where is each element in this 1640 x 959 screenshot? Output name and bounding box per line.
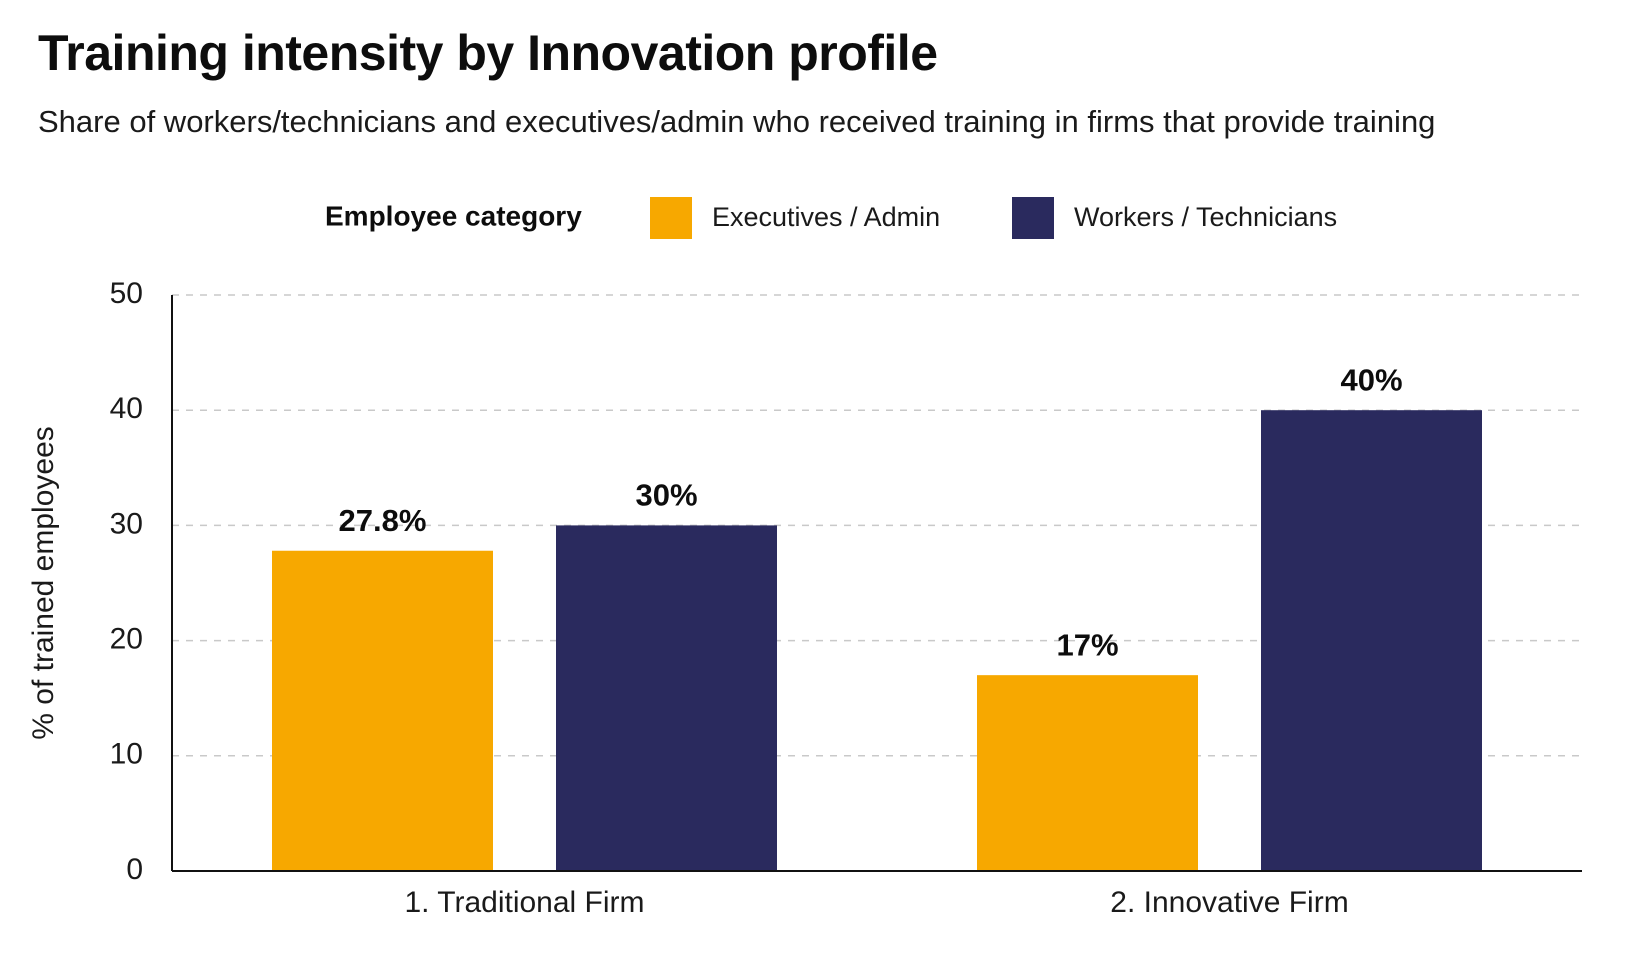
legend-label-1: Executives / Admin (712, 202, 940, 232)
bar-1-2 (556, 525, 777, 871)
chart-subtitle: Share of workers/technicians and executi… (38, 104, 1436, 139)
y-tick-labels: 0 10 20 30 40 50 (110, 277, 143, 886)
y-axis-title: % of trained employees (27, 426, 60, 740)
legend-swatch-1 (650, 197, 692, 239)
bar-2-1 (977, 675, 1198, 871)
y-tick-label: 0 (126, 853, 143, 886)
data-label: 30% (635, 478, 697, 513)
data-labels: 27.8% 30% 17% 40% (339, 362, 1403, 662)
y-tick-label: 20 (110, 623, 143, 656)
data-label: 17% (1056, 627, 1118, 662)
gridlines (172, 294, 1582, 757)
legend-label-2: Workers / Technicians (1074, 202, 1337, 232)
x-category-label: 2. Innovative Firm (1110, 886, 1348, 919)
chart-title: Training intensity by Innovation profile (38, 25, 938, 81)
data-label: 40% (1340, 362, 1402, 397)
bar-1-1 (272, 550, 493, 871)
axes (171, 295, 1582, 872)
legend-swatch-2 (1012, 197, 1054, 239)
y-tick-label: 40 (110, 392, 143, 425)
legend-title: Employee category (325, 200, 582, 231)
legend: Employee category Executives / Admin Work… (325, 197, 1337, 239)
y-tick-label: 30 (110, 507, 143, 540)
y-tick-label: 50 (110, 277, 143, 310)
x-category-labels: 1. Traditional Firm 2. Innovative Firm (404, 886, 1348, 919)
y-tick-label: 10 (110, 738, 143, 771)
data-label: 27.8% (339, 503, 427, 538)
bars (272, 410, 1482, 871)
x-category-label: 1. Traditional Firm (404, 886, 644, 919)
bar-2-2 (1261, 410, 1482, 871)
